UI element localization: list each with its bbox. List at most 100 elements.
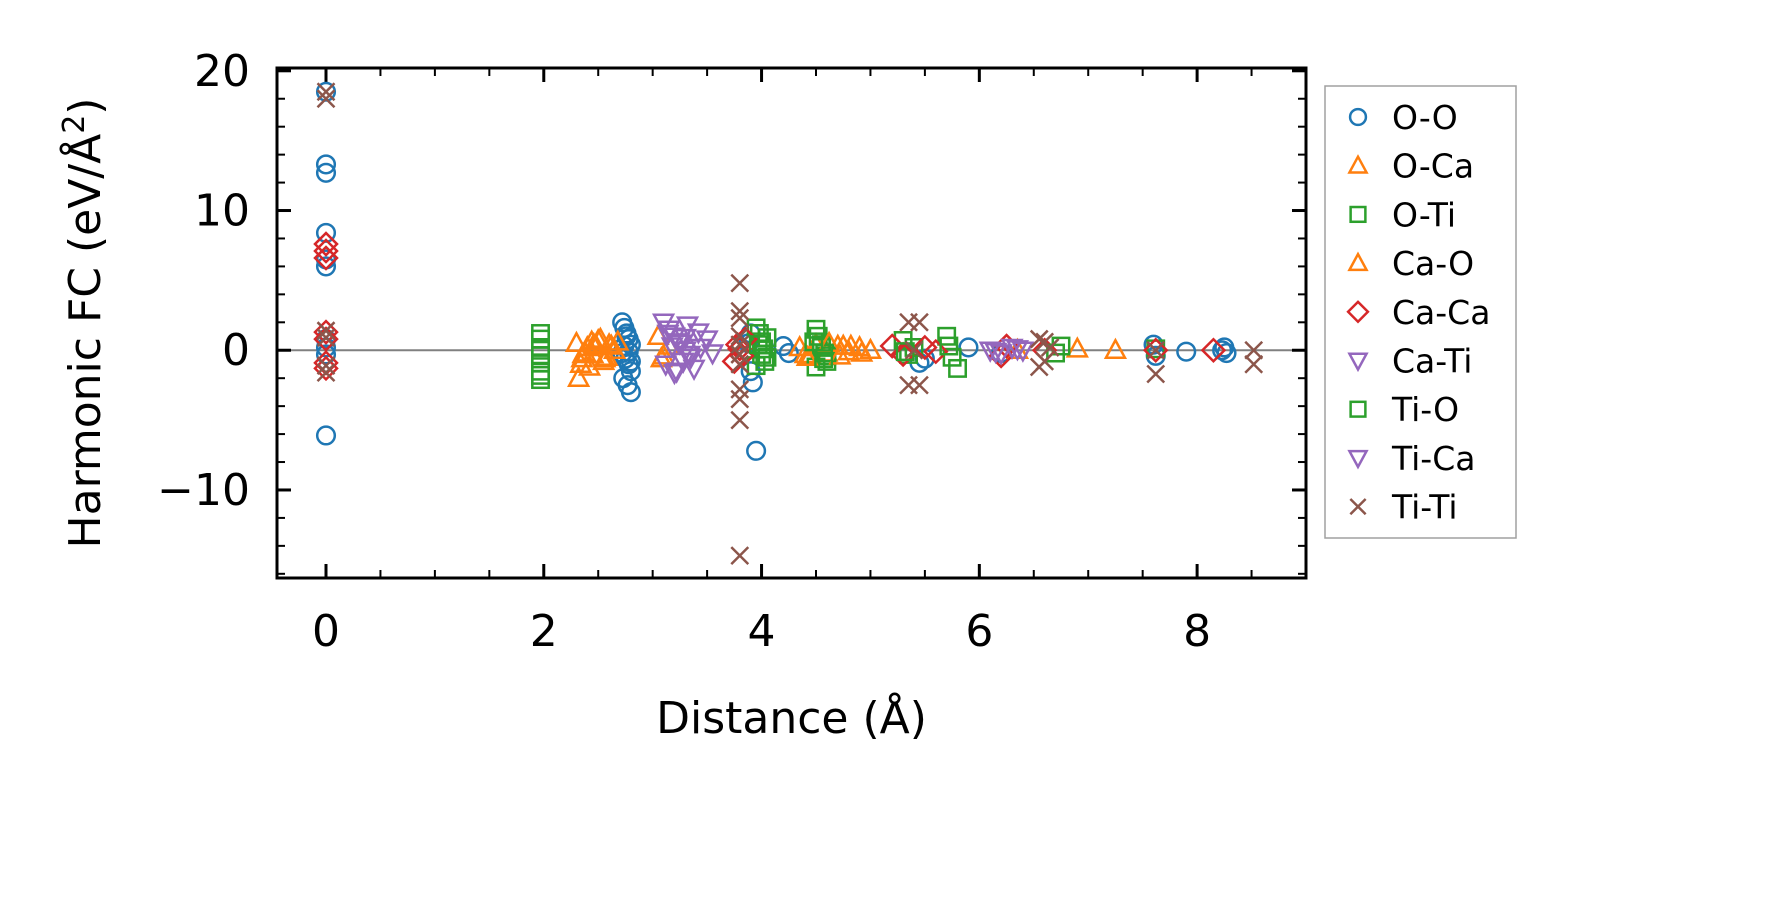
data-point — [313, 231, 339, 257]
data-point — [942, 347, 962, 367]
legend-marker — [1348, 107, 1368, 127]
legend-label: Ca-Ti — [1392, 342, 1472, 381]
data-point — [1244, 354, 1264, 374]
data-point — [939, 336, 959, 356]
data-point — [730, 546, 750, 566]
legend-marker — [1347, 251, 1369, 272]
data-point — [1011, 341, 1035, 363]
data-point — [673, 341, 697, 363]
data-point — [1212, 340, 1233, 361]
data-point — [730, 326, 750, 346]
x-tick-label: 8 — [1183, 606, 1211, 657]
data-point — [315, 162, 337, 183]
data-point — [958, 337, 979, 358]
legend-marker — [1349, 498, 1367, 516]
legend-label: Ti-O — [1391, 390, 1459, 429]
data-point — [984, 342, 1008, 365]
y-axis-title-close: ) — [60, 98, 111, 115]
data-point — [1244, 340, 1264, 360]
y-tick-label: 0 — [222, 325, 250, 376]
data-point — [675, 316, 700, 338]
data-point — [651, 313, 676, 335]
data-point — [1040, 338, 1060, 357]
legend-label: Ca-Ca — [1392, 293, 1490, 332]
x-tick-label: 0 — [312, 606, 340, 657]
data-point — [730, 308, 750, 328]
x-tick-label: 4 — [748, 606, 776, 657]
data-point — [315, 154, 337, 175]
legend: O-O O-Ca O-Ti Ca-O Ca-Ca Ca-Ti Ti-O Ti-Ca Ti-Ti — [1324, 85, 1517, 539]
legend-label: O-O — [1392, 98, 1458, 137]
legend-label: Ca-O — [1392, 244, 1474, 283]
data-point — [1176, 341, 1197, 362]
data-point — [746, 440, 767, 461]
data-point — [682, 359, 706, 382]
x-tick-labels: 0 2 4 6 8 — [312, 606, 1211, 657]
data-point — [910, 312, 929, 332]
data-point — [1046, 343, 1066, 363]
legend-label: O-Ca — [1392, 147, 1474, 186]
data-point — [316, 89, 336, 109]
legend-marker — [1347, 352, 1369, 373]
data-point — [593, 346, 617, 368]
data-point — [620, 351, 641, 372]
legend-item: Ca-O — [1347, 244, 1474, 283]
data-point — [316, 82, 336, 102]
data-point — [795, 344, 819, 366]
data-point — [1146, 364, 1166, 384]
data-point — [567, 365, 591, 387]
legend-item: O-Ti — [1349, 195, 1456, 234]
data-point — [599, 333, 623, 355]
data-point — [740, 361, 761, 382]
legend-item: O-Ca — [1347, 147, 1474, 186]
data-point — [316, 363, 336, 382]
data-point — [688, 338, 713, 361]
data-point — [948, 358, 968, 378]
data-point — [678, 345, 702, 368]
data-point — [839, 333, 863, 355]
data-point — [1200, 337, 1227, 364]
data-point — [937, 326, 957, 346]
data-point — [1103, 337, 1128, 359]
legend-marker — [1347, 154, 1369, 174]
data-point — [730, 389, 750, 409]
data-point — [316, 328, 336, 348]
data-point — [730, 301, 750, 321]
legend-marker — [1346, 300, 1370, 324]
data-point — [315, 81, 337, 102]
y-tick-label: −10 — [157, 465, 250, 516]
data-point — [730, 354, 750, 374]
series-Ti-Ti — [316, 82, 1264, 566]
data-point — [1146, 340, 1166, 360]
y-axis-title-main: Harmonic FC (eV/Å — [58, 134, 111, 549]
data-point — [989, 344, 1013, 366]
data-point — [1005, 340, 1030, 362]
data-point — [730, 410, 750, 430]
data-point — [923, 338, 949, 365]
legend-marker — [1347, 449, 1369, 470]
data-point — [890, 341, 916, 368]
data-points — [313, 81, 1264, 566]
data-point — [755, 351, 775, 371]
data-point — [778, 342, 799, 364]
legend-item: O-O — [1348, 98, 1458, 137]
legend-label: Ti-Ca — [1391, 439, 1475, 478]
y-tick-label: 10 — [194, 186, 250, 237]
major-ticks — [277, 68, 1306, 578]
data-point — [814, 349, 834, 369]
data-point — [316, 356, 336, 375]
data-point — [315, 425, 337, 446]
data-point — [313, 319, 339, 345]
data-point — [700, 344, 725, 366]
data-point — [316, 321, 336, 341]
data-point — [910, 375, 929, 395]
series-Ti-O — [531, 332, 1066, 385]
data-point — [850, 340, 874, 362]
data-point — [616, 326, 637, 347]
data-point — [730, 273, 750, 293]
x-axis-title: Distance (Å) — [656, 691, 927, 744]
data-point — [1065, 336, 1089, 358]
data-point — [580, 329, 604, 351]
data-point — [662, 363, 687, 386]
